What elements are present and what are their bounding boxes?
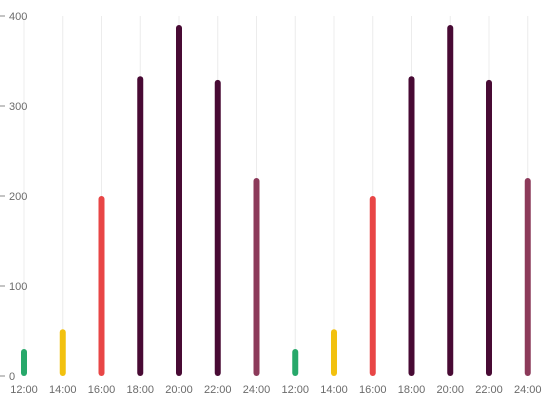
x-tick-label: 16:00 [359, 384, 387, 396]
y-axis: 400 300 200 100 0 [0, 11, 27, 383]
y-tick-200: 200 [0, 191, 27, 203]
y-tick-300: 300 [0, 101, 27, 113]
y-tick-400: 400 [0, 11, 27, 23]
x-tick-label: 18:00 [126, 384, 154, 396]
x-tick-label: 22:00 [475, 384, 503, 396]
x-tick-label: 20:00 [436, 384, 464, 396]
y-tick-label-400: 400 [9, 11, 27, 23]
x-tick-label: 12:00 [10, 384, 38, 396]
x-tick-label: 12:00 [281, 384, 309, 396]
y-tick-label-300: 300 [9, 101, 27, 113]
x-tick-label: 24:00 [514, 384, 542, 396]
x-tick-label: 22:00 [204, 384, 232, 396]
x-tick-label: 14:00 [49, 384, 77, 396]
y-tick-0: 0 [0, 371, 15, 383]
x-tick-label: 14:00 [320, 384, 348, 396]
x-axis-labels: 12:00 14:00 16:00 18:00 20:00 22:00 24:00 12:00… [10, 384, 541, 396]
y-tick-100: 100 [0, 281, 27, 293]
x-tick-label: 18:00 [398, 384, 426, 396]
x-tick-label: 24:00 [243, 384, 271, 396]
x-tick-label: 20:00 [165, 384, 193, 396]
y-tick-label-200: 200 [9, 191, 27, 203]
y-tick-label-0: 0 [9, 371, 15, 383]
y-tick-label-100: 100 [9, 281, 27, 293]
bars [21, 25, 531, 376]
x-tick-label: 16:00 [88, 384, 116, 396]
